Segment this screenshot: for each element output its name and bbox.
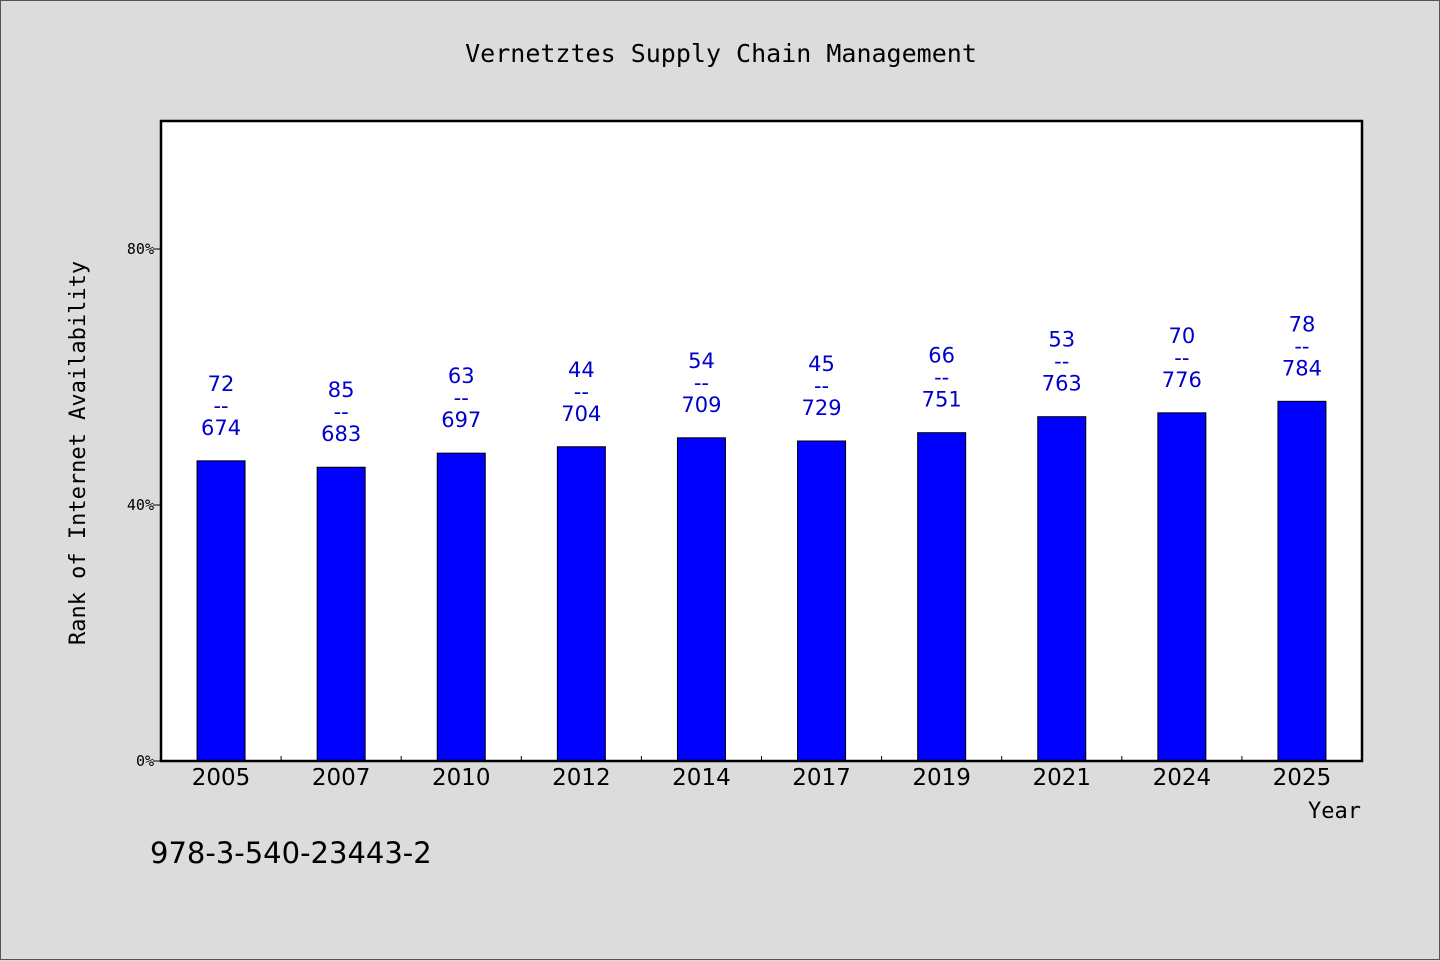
bar-2010	[436, 452, 486, 762]
bar-2021	[1037, 416, 1087, 762]
y-tick-label-0: 0%	[136, 752, 154, 770]
x-tick-label-2012: 2012	[552, 765, 611, 791]
data-label-2025-line1: 78	[1289, 312, 1316, 336]
bar-2024	[1157, 412, 1207, 762]
x-tick-label-2021: 2021	[1032, 765, 1091, 791]
data-label-2014-line1: 54	[688, 349, 715, 373]
data-label-2012-line3: 704	[561, 402, 601, 426]
x-tick-label-2019: 2019	[912, 765, 971, 791]
x-tick-label-2010: 2010	[432, 765, 491, 791]
data-label-2024-line3: 776	[1162, 368, 1202, 392]
y-tick-label-80: 80%	[127, 240, 154, 258]
data-label-2007-line2: --	[334, 400, 349, 424]
data-label-2005-line2: --	[213, 394, 228, 418]
data-label-2005-line3: 674	[201, 416, 241, 440]
data-label-2019-line3: 751	[922, 388, 962, 412]
x-tick-label-2014: 2014	[672, 765, 731, 791]
x-axis-label: Year	[1308, 799, 1361, 824]
x-tick-label-2005: 2005	[192, 765, 251, 791]
bar-2005	[196, 460, 246, 762]
data-label-2007-line3: 683	[321, 422, 361, 446]
isbn-footer: 978-3-540-23443-2	[150, 836, 432, 870]
data-label-2019-line1: 66	[928, 344, 955, 368]
data-label-2014-line2: --	[694, 371, 709, 395]
chart-title: Vernetztes Supply Chain Management	[465, 39, 977, 68]
bar-2007	[316, 466, 366, 762]
bars-layer	[196, 400, 1327, 762]
data-label-2019-line2: --	[934, 366, 949, 390]
data-label-2021-line1: 53	[1048, 328, 1075, 352]
y-axis-ticks: 0% 40% 80%	[127, 240, 161, 770]
data-label-2005-line1: 72	[208, 372, 235, 396]
data-label-2017-line1: 45	[808, 352, 835, 376]
data-label-2014-line3: 709	[681, 393, 721, 417]
bar-2012	[556, 446, 606, 762]
bar-2017	[797, 440, 847, 762]
data-label-2021-line3: 763	[1042, 372, 1082, 396]
data-label-2010-line1: 63	[448, 364, 475, 388]
x-tick-label-2025: 2025	[1273, 765, 1332, 791]
data-label-2010-line2: --	[454, 386, 469, 410]
data-labels-layer: 72--67485--68363--69744--70454--70945--7…	[201, 312, 1322, 446]
data-label-2021-line2: --	[1054, 350, 1069, 374]
data-label-2017-line3: 729	[802, 396, 842, 420]
x-tick-label-2007: 2007	[312, 765, 371, 791]
data-label-2012-line1: 44	[568, 358, 595, 382]
y-axis-label: Rank of Internet Availability	[66, 261, 91, 645]
data-label-2012-line2: --	[574, 380, 589, 404]
data-label-2024-line2: --	[1174, 346, 1189, 370]
data-label-2010-line3: 697	[441, 408, 481, 432]
bar-2025	[1277, 400, 1327, 762]
bar-2014	[676, 437, 726, 762]
bar-2019	[917, 432, 967, 762]
x-tick-label-2024: 2024	[1153, 765, 1212, 791]
data-label-2007-line1: 85	[328, 378, 355, 402]
data-label-2024-line1: 70	[1168, 324, 1195, 348]
x-tick-label-2017: 2017	[792, 765, 851, 791]
data-label-2025-line2: --	[1294, 334, 1309, 358]
y-tick-label-40: 40%	[127, 496, 154, 514]
plot-border	[159, 119, 1364, 763]
data-label-2025-line3: 784	[1282, 356, 1322, 380]
data-label-2017-line2: --	[814, 374, 829, 398]
x-axis-ticks: 2005 2007 2010 2012 2014 2017 2019 2021 2024 2025	[192, 756, 1331, 791]
